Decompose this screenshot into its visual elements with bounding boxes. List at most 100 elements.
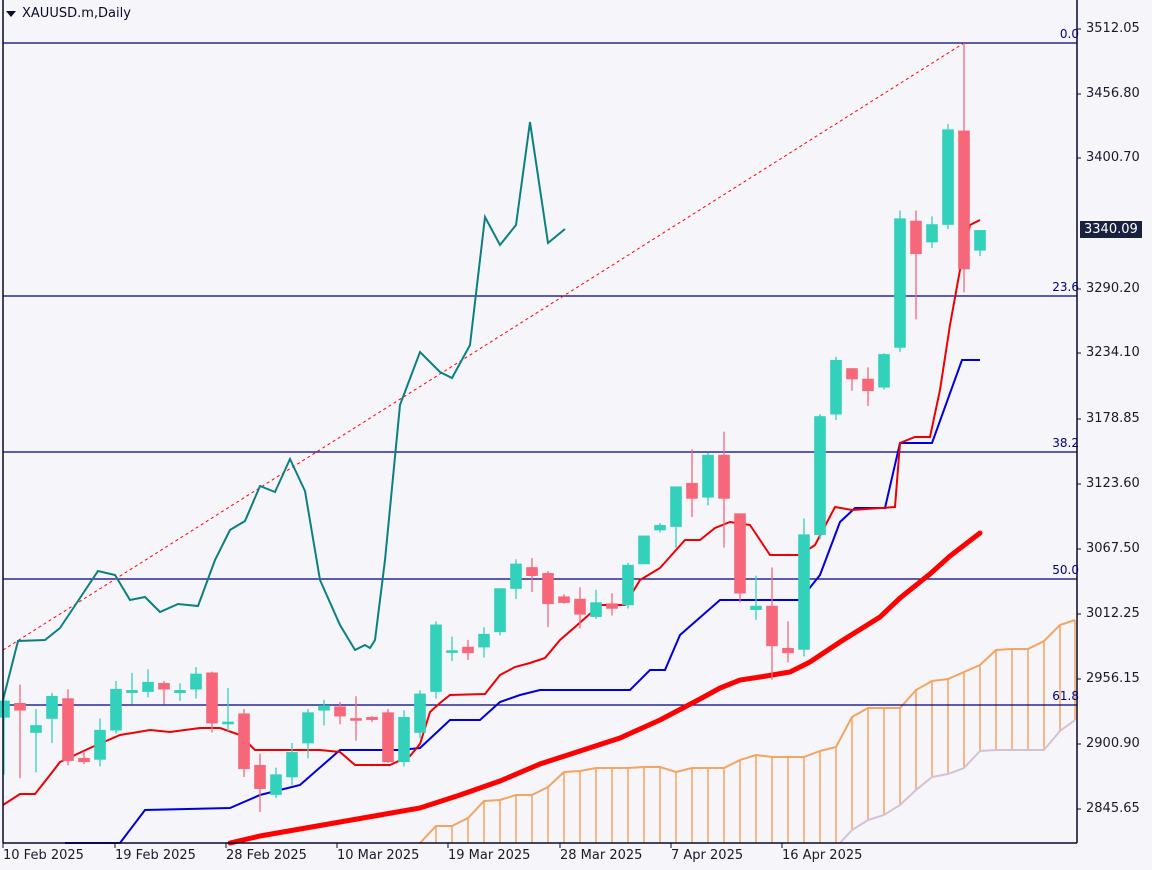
bullish-candle bbox=[654, 522, 666, 533]
bullish-candle bbox=[46, 692, 58, 744]
bullish-candle bbox=[702, 452, 714, 506]
bullish-candle bbox=[414, 690, 426, 739]
price-tick-label: 3456.80 bbox=[1086, 86, 1140, 101]
bullish-candle bbox=[830, 356, 842, 420]
bullish-candle bbox=[510, 559, 522, 600]
time-tick-label: 10 Mar 2025 bbox=[337, 848, 420, 863]
chart-title[interactable]: XAUUSD.m,Daily bbox=[6, 6, 131, 21]
moving-average-line bbox=[227, 530, 983, 846]
bearish-candle bbox=[958, 43, 970, 293]
price-tick-label: 3400.70 bbox=[1086, 150, 1140, 165]
bullish-candle bbox=[750, 575, 762, 621]
bullish-candle bbox=[0, 698, 10, 775]
bullish-candle bbox=[638, 535, 650, 565]
time-tick-label: 16 Apr 2025 bbox=[782, 848, 863, 863]
bearish-candle bbox=[574, 587, 586, 629]
bearish-candle bbox=[238, 709, 250, 777]
time-tick-label: 28 Mar 2025 bbox=[560, 848, 643, 863]
bearish-candle bbox=[718, 431, 730, 548]
ichimoku-cloud bbox=[419, 619, 1076, 844]
bullish-candle bbox=[318, 699, 330, 726]
bearish-candle bbox=[846, 368, 858, 391]
bearish-candle bbox=[350, 696, 362, 741]
chart-frame bbox=[2, 0, 1078, 844]
bullish-candle bbox=[126, 672, 138, 705]
bearish-candle bbox=[862, 367, 874, 406]
price-tick-label: 3178.85 bbox=[1086, 411, 1140, 426]
price-tick-label: 3123.60 bbox=[1086, 476, 1140, 491]
bearish-candle bbox=[734, 513, 746, 603]
current-price-tag: 3340.09 bbox=[1080, 221, 1142, 238]
bearish-candle bbox=[78, 751, 90, 765]
bearish-candle bbox=[606, 593, 618, 616]
bearish-candle bbox=[782, 621, 794, 663]
price-tick-label: 3234.10 bbox=[1086, 345, 1140, 360]
bearish-candle bbox=[158, 681, 170, 705]
bearish-candle bbox=[14, 684, 26, 779]
price-tick-label: 3012.25 bbox=[1086, 606, 1140, 621]
time-tick-label: 19 Feb 2025 bbox=[115, 848, 196, 863]
candlestick-series bbox=[0, 43, 986, 813]
bullish-candle bbox=[814, 414, 826, 540]
bullish-candle bbox=[286, 743, 298, 786]
kijun-sen-line bbox=[65, 359, 980, 844]
bearish-candle bbox=[542, 570, 554, 628]
bullish-candle bbox=[190, 666, 202, 699]
time-tick-label: 19 Mar 2025 bbox=[448, 848, 531, 863]
fib-level-label: 61.8 bbox=[1052, 689, 1079, 703]
bullish-candle bbox=[878, 353, 890, 390]
bullish-candle bbox=[670, 486, 682, 548]
bullish-candle bbox=[174, 683, 186, 701]
axis-ticks bbox=[2, 28, 1081, 848]
bullish-candle bbox=[622, 562, 634, 609]
bullish-candle bbox=[494, 588, 506, 636]
bullish-candle bbox=[894, 210, 906, 353]
bullish-candle bbox=[94, 718, 106, 767]
bearish-candle bbox=[558, 594, 570, 604]
bullish-candle bbox=[302, 709, 314, 759]
fib-level-label: 0.0 bbox=[1059, 27, 1079, 41]
bearish-candle bbox=[462, 640, 474, 660]
bullish-candle bbox=[30, 709, 42, 773]
price-tick-label: 2900.90 bbox=[1086, 736, 1140, 751]
bearish-candle bbox=[62, 689, 74, 766]
bullish-candle bbox=[974, 230, 986, 257]
bullish-candle bbox=[590, 589, 602, 619]
tenkan-sen-line bbox=[2, 219, 981, 806]
bullish-candle bbox=[222, 688, 234, 732]
bearish-candle bbox=[766, 567, 778, 680]
time-tick-label: 10 Feb 2025 bbox=[3, 848, 84, 863]
bullish-candle bbox=[478, 627, 490, 658]
bullish-candle bbox=[398, 710, 410, 767]
fib-level-label: 23.6 bbox=[1052, 280, 1079, 294]
time-tick-label: 28 Feb 2025 bbox=[226, 848, 307, 863]
bearish-candle bbox=[526, 558, 538, 593]
bearish-candle bbox=[334, 702, 346, 725]
bearish-candle bbox=[910, 210, 922, 320]
price-tick-label: 3290.20 bbox=[1086, 281, 1140, 296]
chikou-span-line bbox=[2, 121, 566, 701]
bullish-candle bbox=[110, 681, 122, 734]
symbol-label: XAUUSD.m,Daily bbox=[22, 6, 131, 21]
bearish-candle bbox=[366, 716, 378, 722]
bullish-candle bbox=[926, 216, 938, 248]
bullish-candle bbox=[798, 518, 810, 657]
triangle-down-icon[interactable] bbox=[6, 10, 16, 17]
time-tick-label: 7 Apr 2025 bbox=[671, 848, 744, 863]
fib-level-label: 38.2 bbox=[1052, 436, 1079, 450]
price-tick-label: 2956.15 bbox=[1086, 671, 1140, 686]
bullish-candle bbox=[446, 636, 458, 662]
bullish-candle bbox=[430, 621, 442, 699]
bullish-candle bbox=[942, 123, 954, 230]
bearish-candle bbox=[206, 671, 218, 733]
price-tick-label: 3067.50 bbox=[1086, 541, 1140, 556]
price-tick-label: 3512.05 bbox=[1086, 21, 1140, 36]
bearish-candle bbox=[686, 449, 698, 518]
price-tick-label: 2845.65 bbox=[1086, 801, 1140, 816]
bullish-candle bbox=[142, 669, 154, 698]
bearish-candle bbox=[254, 753, 266, 813]
bullish-candle bbox=[270, 767, 282, 799]
bearish-candle bbox=[382, 709, 394, 763]
